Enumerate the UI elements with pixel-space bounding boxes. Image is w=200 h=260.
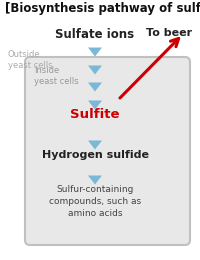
Text: Inside
yeast cells: Inside yeast cells — [34, 66, 79, 86]
Text: Sulfate ions: Sulfate ions — [55, 28, 135, 41]
Text: To beer: To beer — [146, 28, 192, 38]
Polygon shape — [88, 48, 102, 56]
Text: Hydrogen sulfide: Hydrogen sulfide — [42, 150, 148, 160]
FancyBboxPatch shape — [25, 57, 190, 245]
Polygon shape — [88, 176, 102, 185]
Polygon shape — [88, 140, 102, 150]
Polygon shape — [88, 66, 102, 75]
Text: Sulfur-containing
compounds, such as
amino acids: Sulfur-containing compounds, such as ami… — [49, 185, 141, 218]
Text: Outside
yeast cells: Outside yeast cells — [8, 50, 53, 70]
Polygon shape — [88, 82, 102, 92]
Text: [Biosynthesis pathway of sulfite]: [Biosynthesis pathway of sulfite] — [5, 2, 200, 15]
Polygon shape — [88, 101, 102, 109]
Text: Sulfite: Sulfite — [70, 108, 120, 121]
